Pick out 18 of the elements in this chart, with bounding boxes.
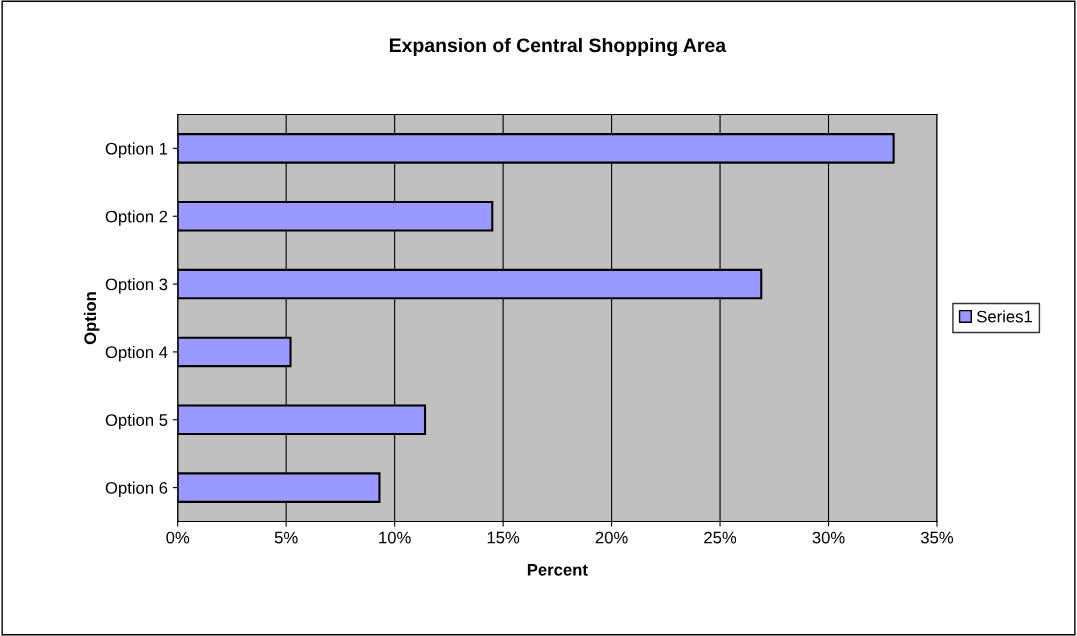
x-tick-label: 0% <box>166 531 190 544</box>
y-tick-label: Option 3 <box>105 278 168 294</box>
x-axis-title: Percent <box>527 564 588 576</box>
x-tick-label: 25% <box>704 531 737 544</box>
x-tick-label: 5% <box>274 531 298 544</box>
y-tick-label: Option 6 <box>105 481 168 498</box>
y-axis-title: Option <box>83 292 100 345</box>
legend-label: Series1 <box>977 310 1032 323</box>
y-tick-label: Option 1 <box>105 142 168 158</box>
x-tick-label: 10% <box>379 531 411 544</box>
x-tick-label: 30% <box>812 531 845 544</box>
y-tick-label: Option 4 <box>105 345 168 362</box>
y-tick-label: Option 2 <box>105 210 168 226</box>
x-tick-label: 15% <box>487 531 520 544</box>
y-tick-label: Option 5 <box>105 413 168 430</box>
x-tick-label: 35% <box>920 531 954 544</box>
chart-title: Expansion of Central Shopping Area <box>389 37 727 57</box>
x-tick-label: 20% <box>595 531 628 544</box>
